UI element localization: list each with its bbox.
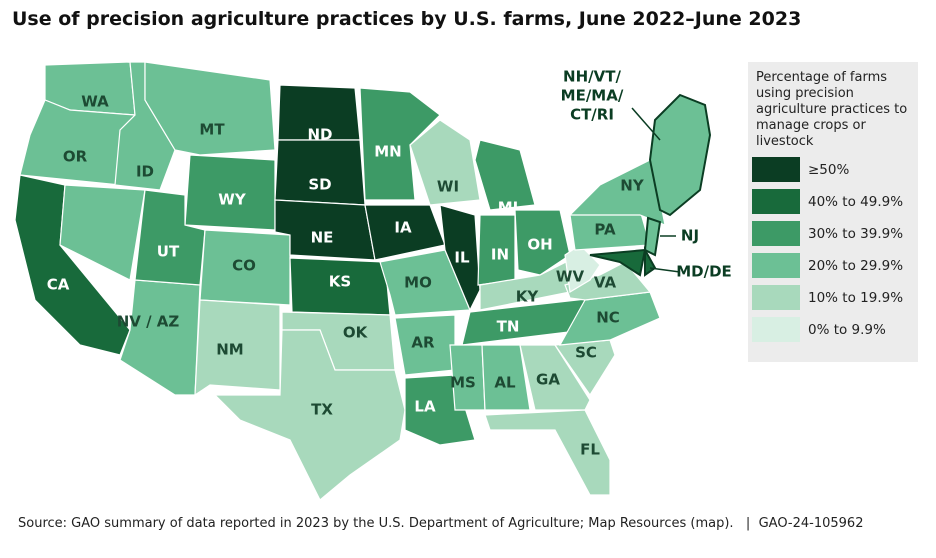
- legend-item: 30% to 39.9%: [752, 220, 918, 247]
- state: [519, 344, 591, 411]
- state: [409, 119, 481, 206]
- legend-item: 0% to 9.9%: [752, 316, 918, 343]
- legend-item: 40% to 49.9%: [752, 188, 918, 215]
- legend-swatch: [752, 285, 800, 310]
- leader-line: [649, 267, 681, 273]
- state: [564, 261, 652, 301]
- legend-label: 0% to 9.9%: [808, 321, 886, 338]
- state: [194, 299, 281, 397]
- state-label: LA: [414, 398, 436, 416]
- state-label: PA: [594, 221, 616, 239]
- state-label: MS: [450, 374, 476, 392]
- state-label: ID: [136, 163, 154, 181]
- legend-label: 40% to 49.9%: [808, 193, 904, 210]
- state-label: FL: [580, 441, 600, 459]
- legend-swatch: [752, 157, 800, 182]
- legend-swatch: [752, 253, 800, 278]
- state-label: MD/DE: [676, 263, 732, 281]
- state-label: AL: [494, 374, 516, 392]
- state: [589, 248, 647, 277]
- state-label: MI: [498, 199, 519, 217]
- state: [439, 204, 481, 312]
- state: [514, 209, 571, 276]
- state-label: MN: [374, 143, 401, 161]
- state-label: NC: [596, 309, 620, 327]
- legend-label: ≥50%: [808, 161, 850, 178]
- state-label: NH/VT/: [563, 68, 621, 86]
- state: [558, 291, 661, 346]
- state-label: VA: [594, 274, 617, 292]
- state-label: SD: [308, 176, 331, 194]
- state: [379, 249, 471, 316]
- state-label: TN: [497, 318, 520, 336]
- state-label: CA: [47, 276, 70, 294]
- state: [199, 229, 291, 306]
- state-label: OK: [343, 324, 369, 342]
- report-id: GAO-24-105962: [758, 516, 864, 531]
- state-label: IN: [491, 246, 509, 264]
- legend-item: ≥50%: [752, 156, 918, 183]
- legend-swatch: [752, 189, 800, 214]
- legend-item: 10% to 19.9%: [752, 284, 918, 311]
- state-label: KS: [329, 273, 351, 291]
- map: WA OR CA ID NV / AZ MT WY UT CO NM ND SD NE KS OK TX MN I…: [14, 61, 732, 501]
- state: [59, 184, 146, 281]
- state-label: MO: [404, 274, 432, 292]
- leader-line: [631, 107, 661, 141]
- legend: Percentage of farms using precision agri…: [748, 62, 918, 362]
- state-label: WV: [556, 268, 585, 286]
- state-label: OH: [527, 236, 552, 254]
- state-label: OR: [63, 148, 88, 166]
- state-label: WY: [218, 191, 247, 209]
- state-label: MT: [199, 121, 225, 139]
- legend-swatch: [752, 317, 800, 342]
- state-label: WA: [81, 93, 109, 111]
- source: Source: GAO summary of data reported in …: [18, 516, 734, 531]
- state-label: NV / AZ: [117, 313, 180, 331]
- state: [274, 139, 366, 206]
- legend-label: 20% to 29.9%: [808, 257, 904, 274]
- state: [643, 216, 662, 257]
- state-label: IA: [394, 219, 412, 237]
- title: Use of precision agriculture practices b…: [12, 8, 802, 30]
- state-label: UT: [157, 243, 180, 261]
- state: [119, 279, 201, 396]
- state-label: ND: [307, 126, 332, 144]
- state: [568, 159, 666, 226]
- state: [213, 329, 406, 501]
- state-label: KY: [516, 288, 540, 306]
- state-label: CT/RI: [570, 106, 614, 124]
- state-label: SC: [575, 344, 597, 362]
- legend-swatch: [752, 221, 800, 246]
- state-label: IL: [454, 249, 470, 267]
- state-label: NY: [620, 177, 645, 195]
- state-label: TX: [311, 401, 333, 419]
- legend-label: 30% to 39.9%: [808, 225, 904, 242]
- state-label: ME/MA/: [561, 87, 624, 105]
- state-label: GA: [536, 371, 560, 389]
- legend-title: Percentage of farms using precision agri…: [756, 70, 908, 149]
- legend-label: 10% to 19.9%: [808, 289, 904, 306]
- state-label: CO: [232, 257, 256, 275]
- state-label: NJ: [681, 227, 699, 245]
- state: [648, 93, 712, 217]
- state-label: WI: [437, 178, 459, 196]
- state: [474, 139, 536, 211]
- state: [484, 409, 611, 496]
- state-label: NE: [311, 229, 334, 247]
- state: [481, 344, 531, 411]
- state-label: NM: [216, 341, 243, 359]
- state-label: AR: [411, 334, 435, 352]
- footer: Source: GAO summary of data reported in …: [18, 516, 864, 531]
- legend-item: 20% to 29.9%: [752, 252, 918, 279]
